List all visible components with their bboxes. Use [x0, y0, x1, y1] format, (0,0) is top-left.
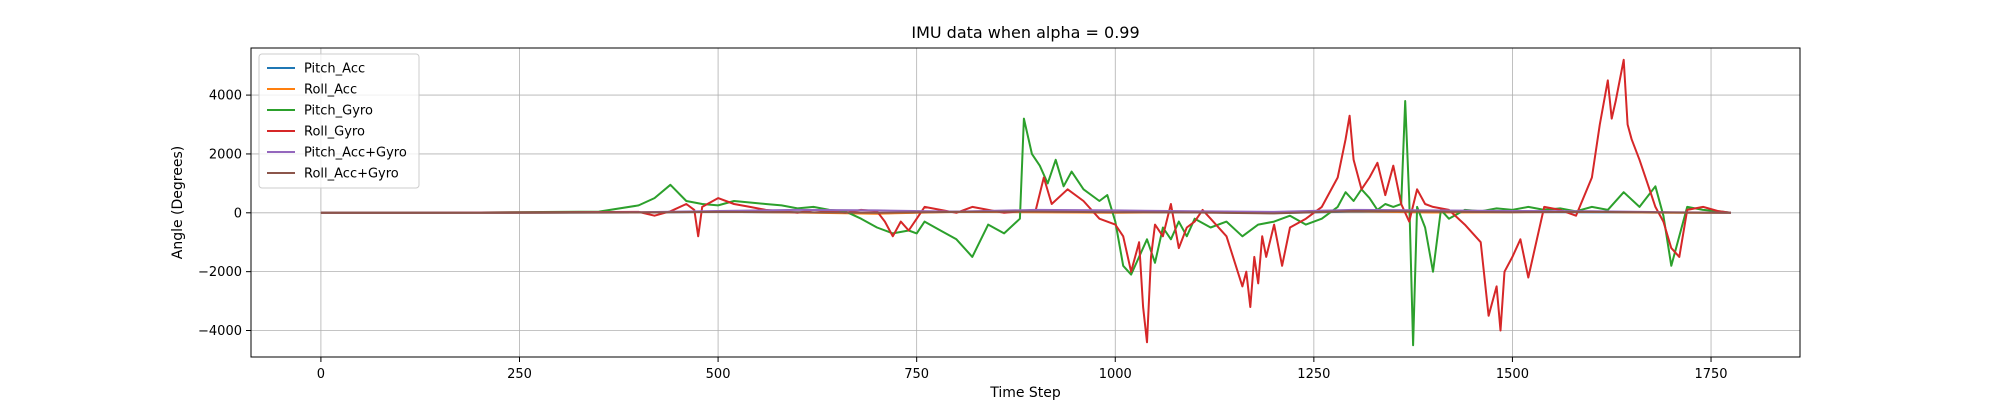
y-tick-label: −4000: [198, 324, 242, 339]
y-tick-label: −2000: [198, 265, 242, 280]
chart-title: IMU data when alpha = 0.99: [911, 23, 1139, 42]
legend-label: Roll_Gyro: [304, 125, 365, 140]
legend-label: Roll_Acc: [304, 83, 357, 98]
x-tick-label: 0: [317, 367, 325, 382]
y-tick-label: 0: [234, 206, 242, 221]
x-tick-label: 1750: [1694, 367, 1727, 382]
y-axis-label: Angle (Degrees): [170, 146, 186, 259]
legend-label: Roll_Acc+Gyro: [304, 167, 399, 182]
x-tick-label: 1000: [1099, 367, 1132, 382]
legend-box: [258, 53, 420, 189]
legend-label: Pitch_Gyro: [304, 104, 373, 119]
axis-ticks: 0 250 500 750 1000 1250 1500 1750 −4000 −2000 0 200…: [198, 89, 1728, 382]
x-tick-label: 1250: [1297, 367, 1330, 382]
y-tick-label: 4000: [209, 89, 242, 104]
plot-area-frame: [250, 47, 1801, 358]
legend-label: Pitch_Acc+Gyro: [304, 146, 407, 161]
x-tick-label: 1500: [1496, 367, 1529, 382]
x-tick-label: 750: [904, 367, 929, 382]
x-tick-label: 500: [706, 367, 731, 382]
legend-label: Pitch_Acc: [304, 62, 365, 77]
series-line-pitch-gyro: [320, 100, 1732, 347]
x-tick-label: 250: [507, 367, 532, 382]
x-axis-label: Time Step: [989, 385, 1061, 400]
series-line-roll-acc-gyro: [320, 210, 1731, 215]
legend: Pitch_Acc Roll_Acc Pitch_Gyro Roll_Gyro Pitc…: [258, 53, 420, 189]
y-tick-label: 2000: [209, 147, 242, 162]
plot-lines: [320, 58, 1732, 347]
